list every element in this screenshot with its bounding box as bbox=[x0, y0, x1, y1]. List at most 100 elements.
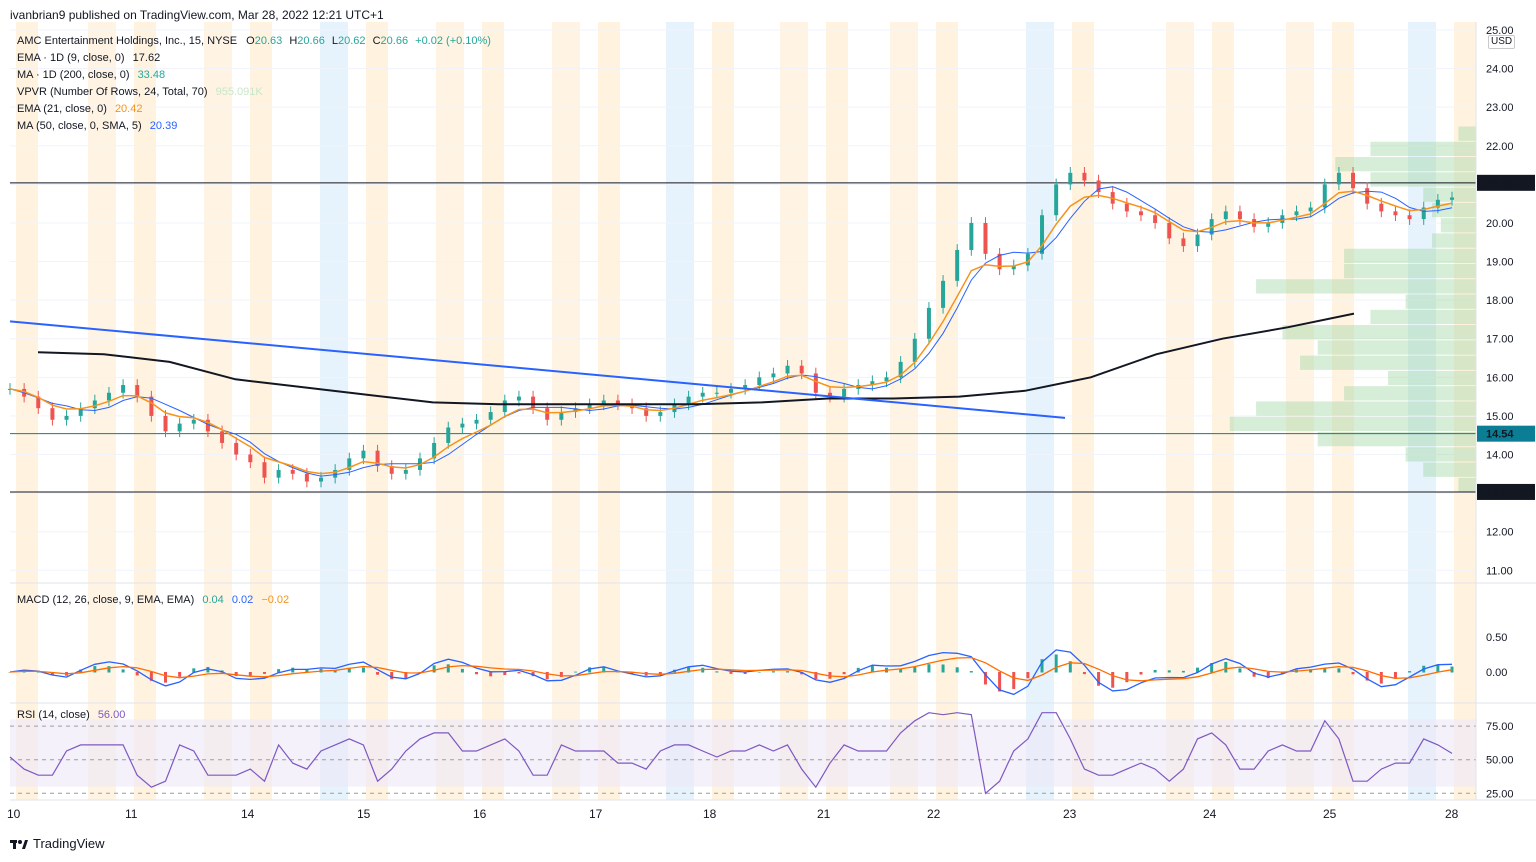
candle-body bbox=[700, 392, 705, 397]
close-label: C bbox=[372, 35, 381, 47]
price-tick-label: 16.00 bbox=[1486, 372, 1514, 384]
macd-histogram-bar bbox=[814, 672, 818, 680]
price-tick-label: 18.00 bbox=[1486, 295, 1514, 307]
candle-body bbox=[1124, 203, 1129, 212]
candle-body bbox=[1407, 215, 1412, 220]
price-tick-label: 13.00 bbox=[1486, 488, 1514, 500]
candle-body bbox=[1040, 215, 1045, 254]
macd-histogram-bar bbox=[460, 668, 464, 673]
macd-histogram-bar bbox=[1181, 670, 1185, 673]
ma1d-legend[interactable]: MA · 1D (200, close, 0) 33.48 bbox=[17, 68, 165, 82]
ma1d-label: MA · 1D (200, close, 0) bbox=[17, 69, 130, 81]
macd-histogram-bar bbox=[559, 672, 563, 677]
candle-body bbox=[1223, 211, 1228, 220]
ema1d-legend[interactable]: EMA · 1D (9, close, 0) 17.62 bbox=[17, 51, 160, 65]
candle-body bbox=[644, 408, 649, 416]
candle-body bbox=[1308, 207, 1313, 212]
macd-histogram-bar bbox=[545, 672, 549, 680]
session-band bbox=[1072, 22, 1094, 800]
time-tick-label: 15 bbox=[357, 807, 371, 821]
candle-body bbox=[163, 415, 168, 432]
macd-histogram-bar bbox=[800, 672, 804, 675]
candle-body bbox=[941, 280, 946, 308]
macd-histogram-bar bbox=[1337, 668, 1341, 673]
candle-body bbox=[799, 365, 804, 374]
macd-histogram-bar bbox=[390, 672, 394, 680]
macd-histogram-bar bbox=[517, 672, 521, 674]
vpvr-row bbox=[1256, 401, 1476, 416]
candle-body bbox=[1153, 215, 1158, 223]
macd-histogram-bar bbox=[1196, 667, 1200, 673]
macd-histogram-bar bbox=[178, 672, 182, 677]
candle-body bbox=[403, 469, 408, 474]
session-band bbox=[712, 22, 734, 800]
macd-histogram-bar bbox=[234, 672, 238, 677]
macd-histogram-bar bbox=[1365, 672, 1369, 681]
macd-histogram-bar bbox=[913, 666, 917, 673]
macd-histogram-bar bbox=[602, 667, 606, 673]
session-band bbox=[890, 22, 918, 800]
ema1d-label: EMA · 1D (9, close, 0) bbox=[17, 52, 125, 64]
macd-histogram-bar bbox=[1097, 672, 1101, 686]
macd-histogram-bar bbox=[1252, 672, 1256, 677]
candle-body bbox=[1011, 265, 1016, 270]
session-band bbox=[436, 22, 464, 800]
close-value: 20.66 bbox=[380, 35, 409, 47]
macd-histogram-bar bbox=[588, 667, 592, 673]
symbol-legend[interactable]: AMC Entertainment Holdings, Inc., 15, NY… bbox=[17, 34, 491, 48]
candle-body bbox=[347, 458, 352, 470]
macd-histogram-bar bbox=[248, 672, 252, 676]
candle-body bbox=[50, 408, 55, 420]
macd-histogram-bar bbox=[404, 672, 408, 679]
macd-histogram-bar bbox=[192, 668, 196, 673]
candle-body bbox=[1167, 222, 1172, 239]
macd-histogram-bar bbox=[1408, 671, 1412, 673]
rsi-band bbox=[10, 719, 1476, 787]
rsi-line bbox=[9, 712, 1453, 795]
candle-body bbox=[290, 469, 295, 474]
macd-histogram-bar bbox=[771, 671, 775, 673]
macd-histogram-bar bbox=[1351, 672, 1355, 675]
macd-label: MACD (12, 26, close, 9, EMA, EMA) bbox=[17, 594, 195, 606]
symbol-name: AMC Entertainment Holdings, Inc., 15, NY… bbox=[17, 35, 238, 47]
macd-legend[interactable]: MACD (12, 26, close, 9, EMA, EMA) 0.04 0… bbox=[17, 593, 289, 607]
macd-histogram-bar bbox=[475, 672, 479, 675]
candle-body bbox=[220, 431, 225, 443]
macd-pane: 0.50 0.00 bbox=[8, 632, 1507, 696]
ema21-legend[interactable]: EMA (21, close, 0) 20.42 bbox=[17, 102, 142, 116]
vpvr-row bbox=[1344, 248, 1476, 263]
macd-histogram-bar bbox=[446, 664, 450, 673]
level-label: 13.03 bbox=[1486, 487, 1514, 499]
vpvr-row bbox=[1344, 386, 1476, 401]
high-value: 20.66 bbox=[297, 35, 325, 47]
currency-badge: USD bbox=[1488, 35, 1516, 49]
level-label: 14.54 bbox=[1486, 429, 1514, 441]
candle-body bbox=[1181, 238, 1186, 247]
change-value: +0.02 (+0.10%) bbox=[415, 35, 491, 47]
candle-body bbox=[983, 222, 988, 254]
session-band bbox=[666, 22, 694, 800]
ma50-legend[interactable]: MA (50, close, 0, SMA, 5) 20.39 bbox=[17, 119, 177, 133]
candle-body bbox=[1266, 222, 1271, 227]
vpvr-row bbox=[1370, 309, 1476, 325]
candle-body bbox=[248, 454, 253, 463]
footer[interactable]: TradingView bbox=[10, 836, 105, 851]
vpvr-row bbox=[1229, 416, 1476, 431]
candle-body bbox=[432, 442, 437, 459]
signal-line bbox=[9, 656, 1453, 682]
macd-value-1: 0.04 bbox=[202, 594, 224, 606]
macd-histogram-bar bbox=[432, 665, 436, 673]
candle-body bbox=[658, 412, 663, 416]
candle-body bbox=[771, 373, 776, 378]
candle-body bbox=[1336, 172, 1341, 185]
candle-body bbox=[36, 396, 41, 409]
ema21-value: 20.42 bbox=[114, 103, 143, 115]
rsi-legend[interactable]: RSI (14, close) 56.00 bbox=[17, 708, 125, 722]
candle-body bbox=[319, 477, 324, 482]
candle-body bbox=[531, 396, 536, 409]
macd-histogram-bar bbox=[899, 668, 903, 673]
candle-body bbox=[92, 400, 97, 409]
candle-body bbox=[1351, 172, 1356, 189]
vpvr-legend[interactable]: VPVR (Number Of Rows, 24, Total, 70) 955… bbox=[17, 85, 263, 99]
